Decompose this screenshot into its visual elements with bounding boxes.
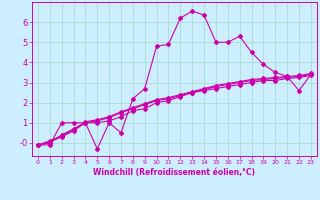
X-axis label: Windchill (Refroidissement éolien,°C): Windchill (Refroidissement éolien,°C) (93, 168, 255, 177)
